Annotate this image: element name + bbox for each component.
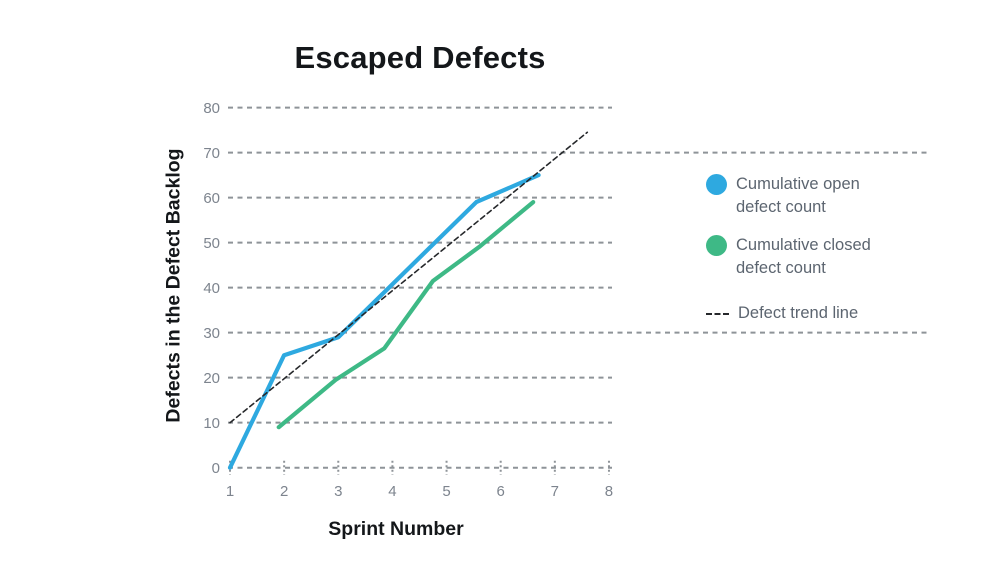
- x-tick-label-5: 5: [442, 483, 450, 500]
- chart-legend: Cumulative open defect count Cumulative …: [706, 173, 921, 340]
- x-tick-label-3: 3: [334, 483, 342, 500]
- series-cumulative-open-defect-count: [227, 173, 541, 470]
- y-tick-label-0: 0: [212, 460, 220, 477]
- x-tick-label-6: 6: [497, 483, 505, 500]
- x-tick-label-7: 7: [551, 483, 559, 500]
- closed-defects-dot-icon: [706, 235, 727, 256]
- x-axis-label: Sprint Number: [328, 518, 464, 540]
- open-defects-dot-icon: [706, 174, 727, 195]
- trend-dashed-line-icon: [706, 313, 729, 315]
- series-defect-trend-line: [229, 131, 589, 424]
- y-tick-label-30: 30: [203, 325, 220, 342]
- legend-item-open-defects: Cumulative open defect count: [706, 173, 921, 219]
- legend-label-open-defects: Cumulative open defect count: [736, 175, 860, 216]
- y-tick-label-60: 60: [203, 190, 220, 207]
- x-tick-label-8: 8: [605, 483, 613, 500]
- x-tick-label-1: 1: [226, 483, 234, 500]
- y-tick-label-10: 10: [203, 415, 220, 432]
- y-tick-label-50: 50: [203, 235, 220, 252]
- legend-item-trend-line: Defect trend line: [706, 302, 921, 325]
- x-tick-label-2: 2: [280, 483, 288, 500]
- legend-label-closed-defects: Cumulative closed defect count: [736, 236, 871, 277]
- chart-title: Escaped Defects: [294, 40, 546, 75]
- legend-item-closed-defects: Cumulative closed defect count: [706, 234, 921, 280]
- series-cumulative-closed-defect-count: [276, 200, 536, 430]
- y-tick-label-70: 70: [203, 145, 220, 162]
- y-tick-label-80: 80: [203, 100, 220, 117]
- legend-label-trend-line: Defect trend line: [738, 304, 859, 322]
- y-tick-label-20: 20: [203, 370, 220, 387]
- y-tick-label-40: 40: [203, 280, 220, 297]
- x-tick-label-4: 4: [388, 483, 396, 500]
